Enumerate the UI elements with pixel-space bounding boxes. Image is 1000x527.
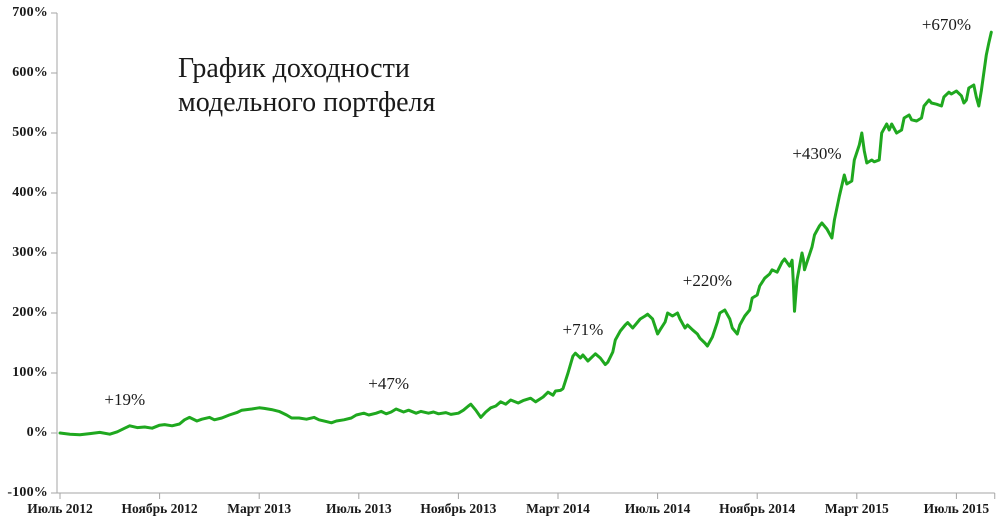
- chart-title: График доходности модельного портфеля: [178, 53, 436, 119]
- annotation-label: +47%: [368, 373, 410, 393]
- y-tick-label: 400%: [12, 185, 48, 200]
- y-tick-label: 600%: [12, 65, 48, 80]
- y-tick-label: 0%: [26, 425, 48, 440]
- x-tick-label: Ноябрь 2014: [719, 501, 796, 516]
- annotation-label: +220%: [682, 271, 733, 291]
- x-tick-label: Март 2013: [227, 501, 292, 516]
- y-tick-label: 200%: [12, 305, 48, 320]
- x-tick-label: Июль 2012: [27, 501, 93, 516]
- x-tick-label: Ноябрь 2012: [121, 501, 198, 516]
- y-tick-label: 700%: [12, 5, 48, 20]
- x-tick-label: Июль 2014: [624, 501, 691, 516]
- annotation-label: +430%: [792, 144, 842, 163]
- annotation-label: +71%: [562, 319, 604, 339]
- x-tick-label: Июль 2015: [923, 501, 990, 516]
- y-tick-label: -100%: [7, 485, 48, 500]
- y-tick-label: 500%: [12, 125, 48, 140]
- annotation-label: +670%: [921, 15, 972, 34]
- portfolio-return-line: [58, 30, 993, 437]
- y-tick-label: 300%: [12, 245, 48, 260]
- y-tick-label: 100%: [12, 365, 48, 380]
- x-tick-label: Июль 2013: [326, 501, 392, 516]
- x-tick-label: Март 2015: [824, 501, 889, 516]
- x-tick-label: Март 2014: [526, 501, 590, 516]
- annotation-label: +19%: [104, 390, 146, 409]
- x-tick-label: Ноябрь 2013: [420, 501, 497, 516]
